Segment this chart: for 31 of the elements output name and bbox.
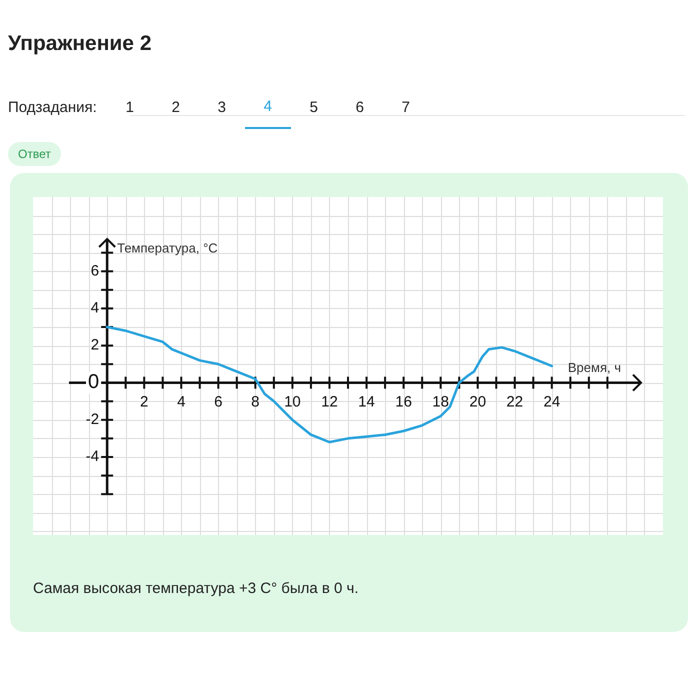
text: 7 [400,99,411,118]
text: Подзадания: [8,99,97,116]
y-tick-label: 0 [88,371,100,394]
x-tick-label: 16 [395,393,412,410]
text: 2 [170,99,181,118]
y-tick-label: -2 [86,411,100,428]
text: Ответ [8,142,61,166]
x-tick-label: 18 [432,393,449,410]
x-tick-label: 22 [506,393,524,410]
text: 5 [308,99,319,118]
x-tick-label: 12 [321,393,338,410]
x-tick-label: 4 [177,393,186,410]
x-tick-label: 24 [543,393,560,410]
x-tick-label: 6 [214,393,222,410]
text: 1 [124,99,135,118]
x-tick-label: 2 [140,393,148,410]
y-tick-label: 6 [90,262,100,280]
x-tick-label: 20 [469,393,486,410]
y-tick-label: 4 [90,300,100,317]
x-axis-title: Время, ч [568,360,621,375]
y-tick-label: 2 [90,336,100,354]
x-tick-label: 8 [251,393,260,410]
y-axis-title: Температура, °C [117,240,218,256]
text: 3 [216,99,227,118]
text: 4 [244,98,291,129]
text: Самая высокая температура +3 С° была в 0 ч. [33,580,359,597]
x-tick-label: 14 [358,393,375,410]
chart-title: Упражнение 2 [8,32,152,56]
x-tick-label: 10 [284,393,301,410]
y-tick-label: -4 [86,448,100,466]
text: 6 [354,99,365,118]
